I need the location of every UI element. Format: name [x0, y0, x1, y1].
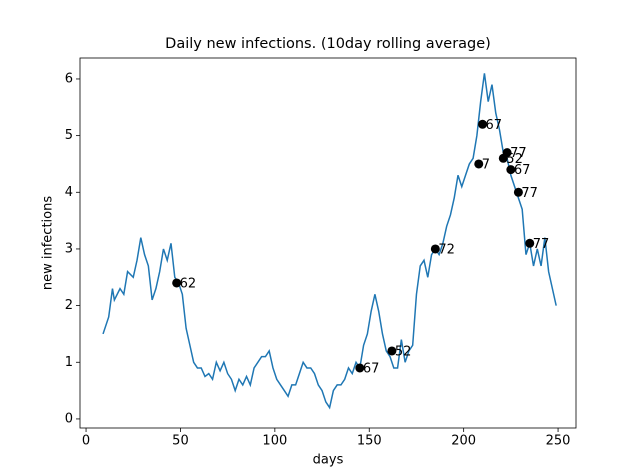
y-tick-label: 5: [65, 128, 73, 143]
y-tick-label: 3: [65, 241, 73, 256]
point-label: 67: [486, 118, 503, 133]
line: [102, 73, 557, 410]
y-tick-label: 1: [65, 355, 73, 370]
point: [506, 165, 516, 175]
point: [478, 119, 488, 129]
point: [430, 244, 440, 254]
plot-frame: [79, 57, 577, 429]
x-axis-label: days: [313, 453, 344, 468]
x-tick-label: 100: [262, 434, 287, 449]
point-label: 62: [180, 276, 197, 291]
point: [502, 148, 512, 158]
x-tick-label: 250: [546, 434, 571, 449]
x-tick-label: 0: [82, 434, 90, 449]
point: [525, 238, 535, 248]
point-label: 72: [438, 242, 455, 257]
y-tick-label: 2: [65, 298, 73, 313]
point-label: 67: [514, 163, 531, 178]
point: [355, 363, 365, 373]
y-tick-label: 6: [65, 71, 73, 86]
point-label: 77: [521, 186, 538, 201]
point: [474, 159, 484, 169]
x-tick-label: 200: [451, 434, 476, 449]
point-label: 52: [395, 344, 412, 359]
point-label: 7: [482, 157, 490, 172]
y-axis-label: new infections: [41, 196, 56, 290]
point: [513, 187, 523, 197]
y-tick-label: 0: [65, 411, 73, 426]
point: [387, 346, 397, 356]
point-label: 67: [363, 361, 380, 376]
point-label: 77: [510, 146, 527, 161]
point-label: 77: [533, 237, 550, 252]
point: [172, 278, 182, 288]
x-tick-label: 50: [172, 434, 189, 449]
chart-title: Daily new infections. (10day rolling ave…: [165, 36, 491, 52]
y-tick-label: 4: [65, 185, 73, 200]
x-tick-label: 150: [357, 434, 382, 449]
